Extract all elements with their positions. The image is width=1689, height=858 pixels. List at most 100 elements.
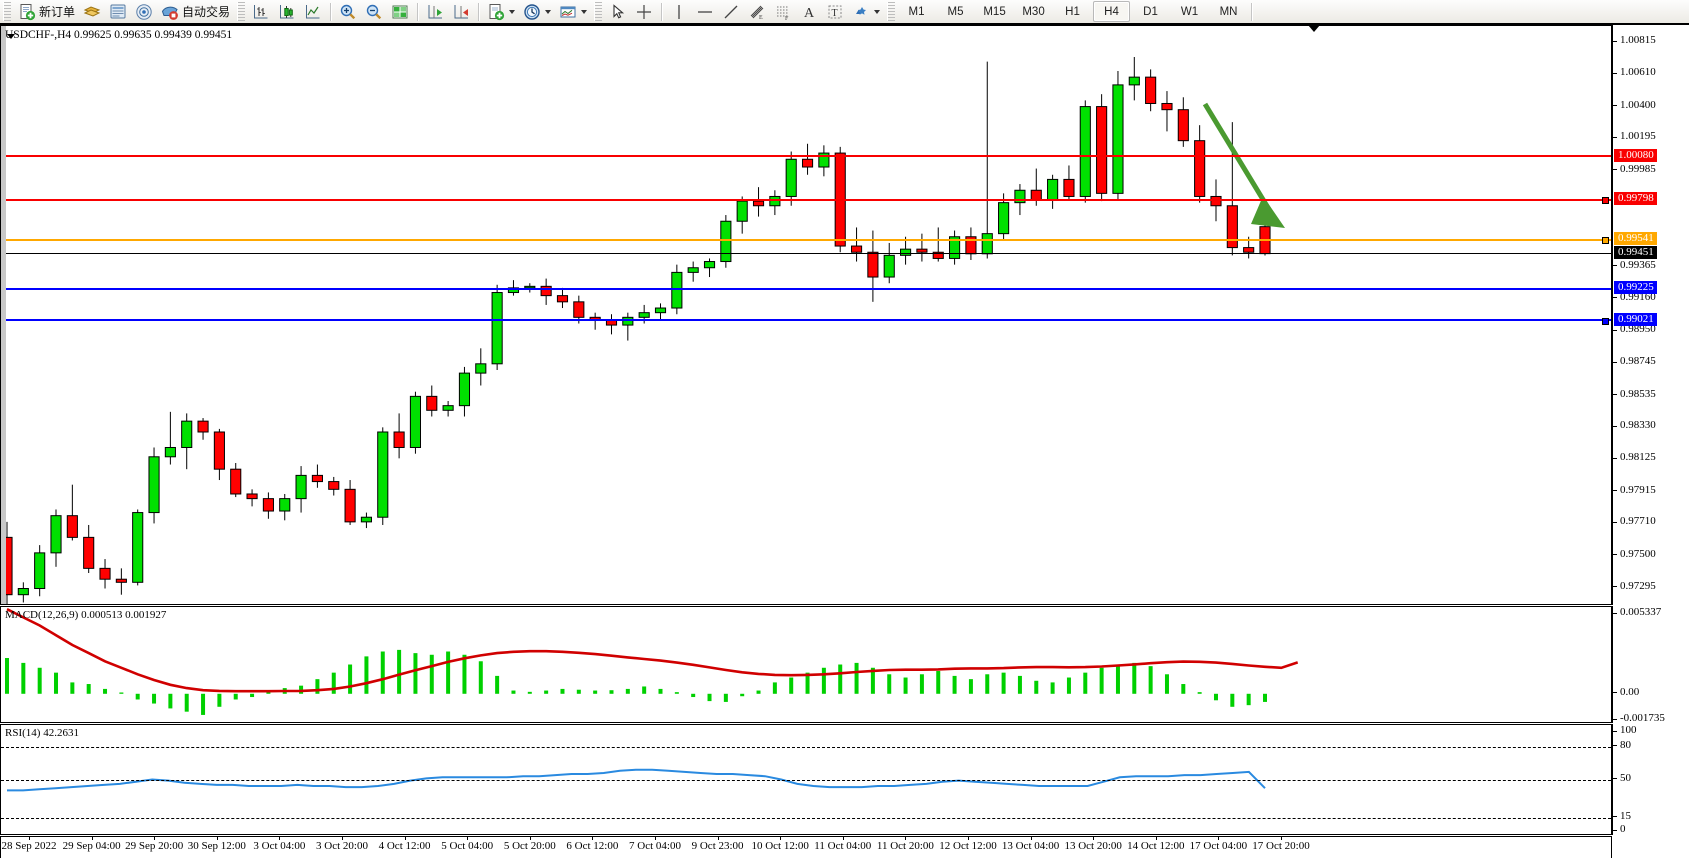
candlestick-chart-button[interactable]	[274, 0, 300, 23]
vertical-line-icon	[670, 3, 688, 21]
rsi-level-50	[1, 779, 1611, 781]
time-tick-mark	[216, 837, 218, 840]
horizontal-line-button[interactable]	[692, 0, 718, 23]
profiles-icon	[83, 3, 101, 21]
tick-mark	[1613, 730, 1617, 732]
price-tag-resistance-upper: 1.00080	[1614, 148, 1657, 162]
toolbar-separator-5	[1251, 2, 1253, 21]
tile-windows-button[interactable]	[387, 0, 413, 23]
price-axis[interactable]: 1.00815 1.00610 1.00400 1.00195 0.99985 0.993…	[1612, 25, 1689, 605]
profiles-button[interactable]	[79, 0, 105, 23]
crosshair-button[interactable]	[631, 0, 657, 23]
text-button[interactable]: A	[796, 0, 822, 23]
timeframe-d1[interactable]: D1	[1143, 5, 1158, 18]
chevron-down-icon[interactable]	[581, 9, 588, 14]
time-axis-label: 28 Sep 2022	[1, 840, 57, 852]
chart-shift-button[interactable]	[448, 0, 474, 23]
timeframe-m15[interactable]: M15	[983, 5, 1006, 18]
level-line-handle[interactable]	[1602, 237, 1609, 245]
toolbar-grip-4[interactable]	[887, 2, 896, 21]
level-line-stroke	[1, 155, 1611, 158]
main-toolbar: 新订单 自动交易	[0, 0, 1689, 25]
new-order-button[interactable]: 新订单	[14, 0, 79, 23]
level-line-handle[interactable]	[1602, 317, 1609, 325]
tick-mark	[1613, 169, 1617, 171]
tick-mark	[1613, 40, 1617, 42]
macd-pane[interactable]: MACD(12,26,9) 0.000513 0.001927	[0, 606, 1612, 723]
cursor-button[interactable]	[605, 0, 631, 23]
fibonacci-button[interactable]: F	[770, 0, 796, 23]
shapes-button[interactable]	[848, 0, 884, 23]
time-axis-label: 29 Sep 04:00	[62, 840, 121, 852]
chart-scroll-marker[interactable]	[1308, 25, 1320, 32]
timeframe-mn[interactable]: MN	[1219, 5, 1238, 18]
price-tick-label: 0.97295	[1620, 579, 1656, 592]
timeframe-w1[interactable]: W1	[1180, 5, 1199, 18]
indicators-button[interactable]	[483, 0, 519, 23]
zoom-in-button[interactable]	[335, 0, 361, 23]
symbol-dropdown-icon[interactable]	[7, 34, 15, 39]
tick-mark	[1613, 718, 1617, 720]
auto-scroll-icon	[426, 3, 444, 21]
new-order-icon	[18, 3, 36, 21]
crosshair-icon	[635, 3, 653, 21]
templates-button[interactable]	[555, 0, 591, 23]
zoom-out-button[interactable]	[361, 0, 387, 23]
tick-mark	[1613, 490, 1617, 492]
line-chart-button[interactable]	[300, 0, 326, 23]
tick-mark	[1613, 778, 1617, 779]
fibonacci-icon: F	[774, 3, 792, 21]
text-label-button[interactable]: T	[822, 0, 848, 23]
tick-mark	[1613, 105, 1617, 107]
toolbar-grip-3[interactable]	[594, 2, 603, 21]
level-line-handle[interactable]	[1602, 197, 1609, 205]
timeframe-m1[interactable]: M1	[908, 5, 925, 18]
tick-mark	[1613, 329, 1617, 331]
tick-mark	[1613, 554, 1617, 556]
chevron-down-icon[interactable]	[874, 9, 881, 14]
pane-left-edge	[1, 26, 6, 604]
data-window-button[interactable]	[131, 0, 157, 23]
new-order-label: 新订单	[39, 5, 76, 19]
macd-tick-label: 0.005337	[1620, 606, 1662, 618]
time-axis-label: 13 Oct 20:00	[1064, 840, 1122, 852]
price-pane[interactable]: USDCHF-,H4 0.99625 0.99635 0.99439 0.994…	[0, 25, 1612, 605]
chart-shift-icon	[452, 3, 470, 21]
vertical-line-button[interactable]	[666, 0, 692, 23]
bar-chart-button[interactable]	[248, 0, 274, 23]
periods-button[interactable]	[519, 0, 555, 23]
down-arrow-annotation[interactable]	[1, 26, 1611, 604]
market-watch-button[interactable]	[105, 0, 131, 23]
chevron-down-icon[interactable]	[509, 9, 516, 14]
tick-mark	[1613, 457, 1617, 459]
svg-text:E: E	[759, 15, 763, 21]
equidistant-channel-button[interactable]: E	[744, 0, 770, 23]
macd-tick-label: -0.001735	[1620, 712, 1665, 724]
time-axis-label: 12 Oct 12:00	[939, 840, 997, 852]
toolbar-separator-1	[330, 2, 332, 21]
price-tick-label: 1.00815	[1620, 34, 1656, 47]
trendline-icon	[722, 3, 740, 21]
time-axis[interactable]: 28 Sep 2022 29 Sep 04:00 29 Sep 20:00 30 Se…	[0, 836, 1612, 858]
timeframe-h4[interactable]: H4	[1093, 1, 1131, 22]
timeframe-h1[interactable]: H1	[1065, 5, 1080, 18]
timeframe-m5[interactable]: M5	[947, 5, 964, 18]
autotrading-button[interactable]: 自动交易	[157, 0, 234, 23]
toolbar-grip[interactable]	[3, 2, 11, 21]
rsi-pane[interactable]: RSI(14) 42.2631	[0, 724, 1612, 835]
timeframe-m30[interactable]: M30	[1022, 5, 1045, 18]
time-tick-mark	[91, 837, 93, 840]
add-indicator-icon	[487, 3, 505, 21]
time-tick-mark	[842, 837, 844, 840]
trendline-button[interactable]	[718, 0, 744, 23]
time-tick-mark	[467, 837, 469, 840]
toolbar-grip-2[interactable]	[237, 2, 246, 21]
tick-mark	[1613, 425, 1617, 427]
chevron-down-icon[interactable]	[545, 9, 552, 14]
toolbar-separator-2	[417, 2, 419, 21]
tick-mark	[1613, 72, 1617, 74]
time-tick-mark	[1155, 837, 1157, 840]
level-line-stroke	[1, 252, 1611, 254]
level-line-stroke	[1, 319, 1611, 322]
auto-scroll-button[interactable]	[422, 0, 448, 23]
